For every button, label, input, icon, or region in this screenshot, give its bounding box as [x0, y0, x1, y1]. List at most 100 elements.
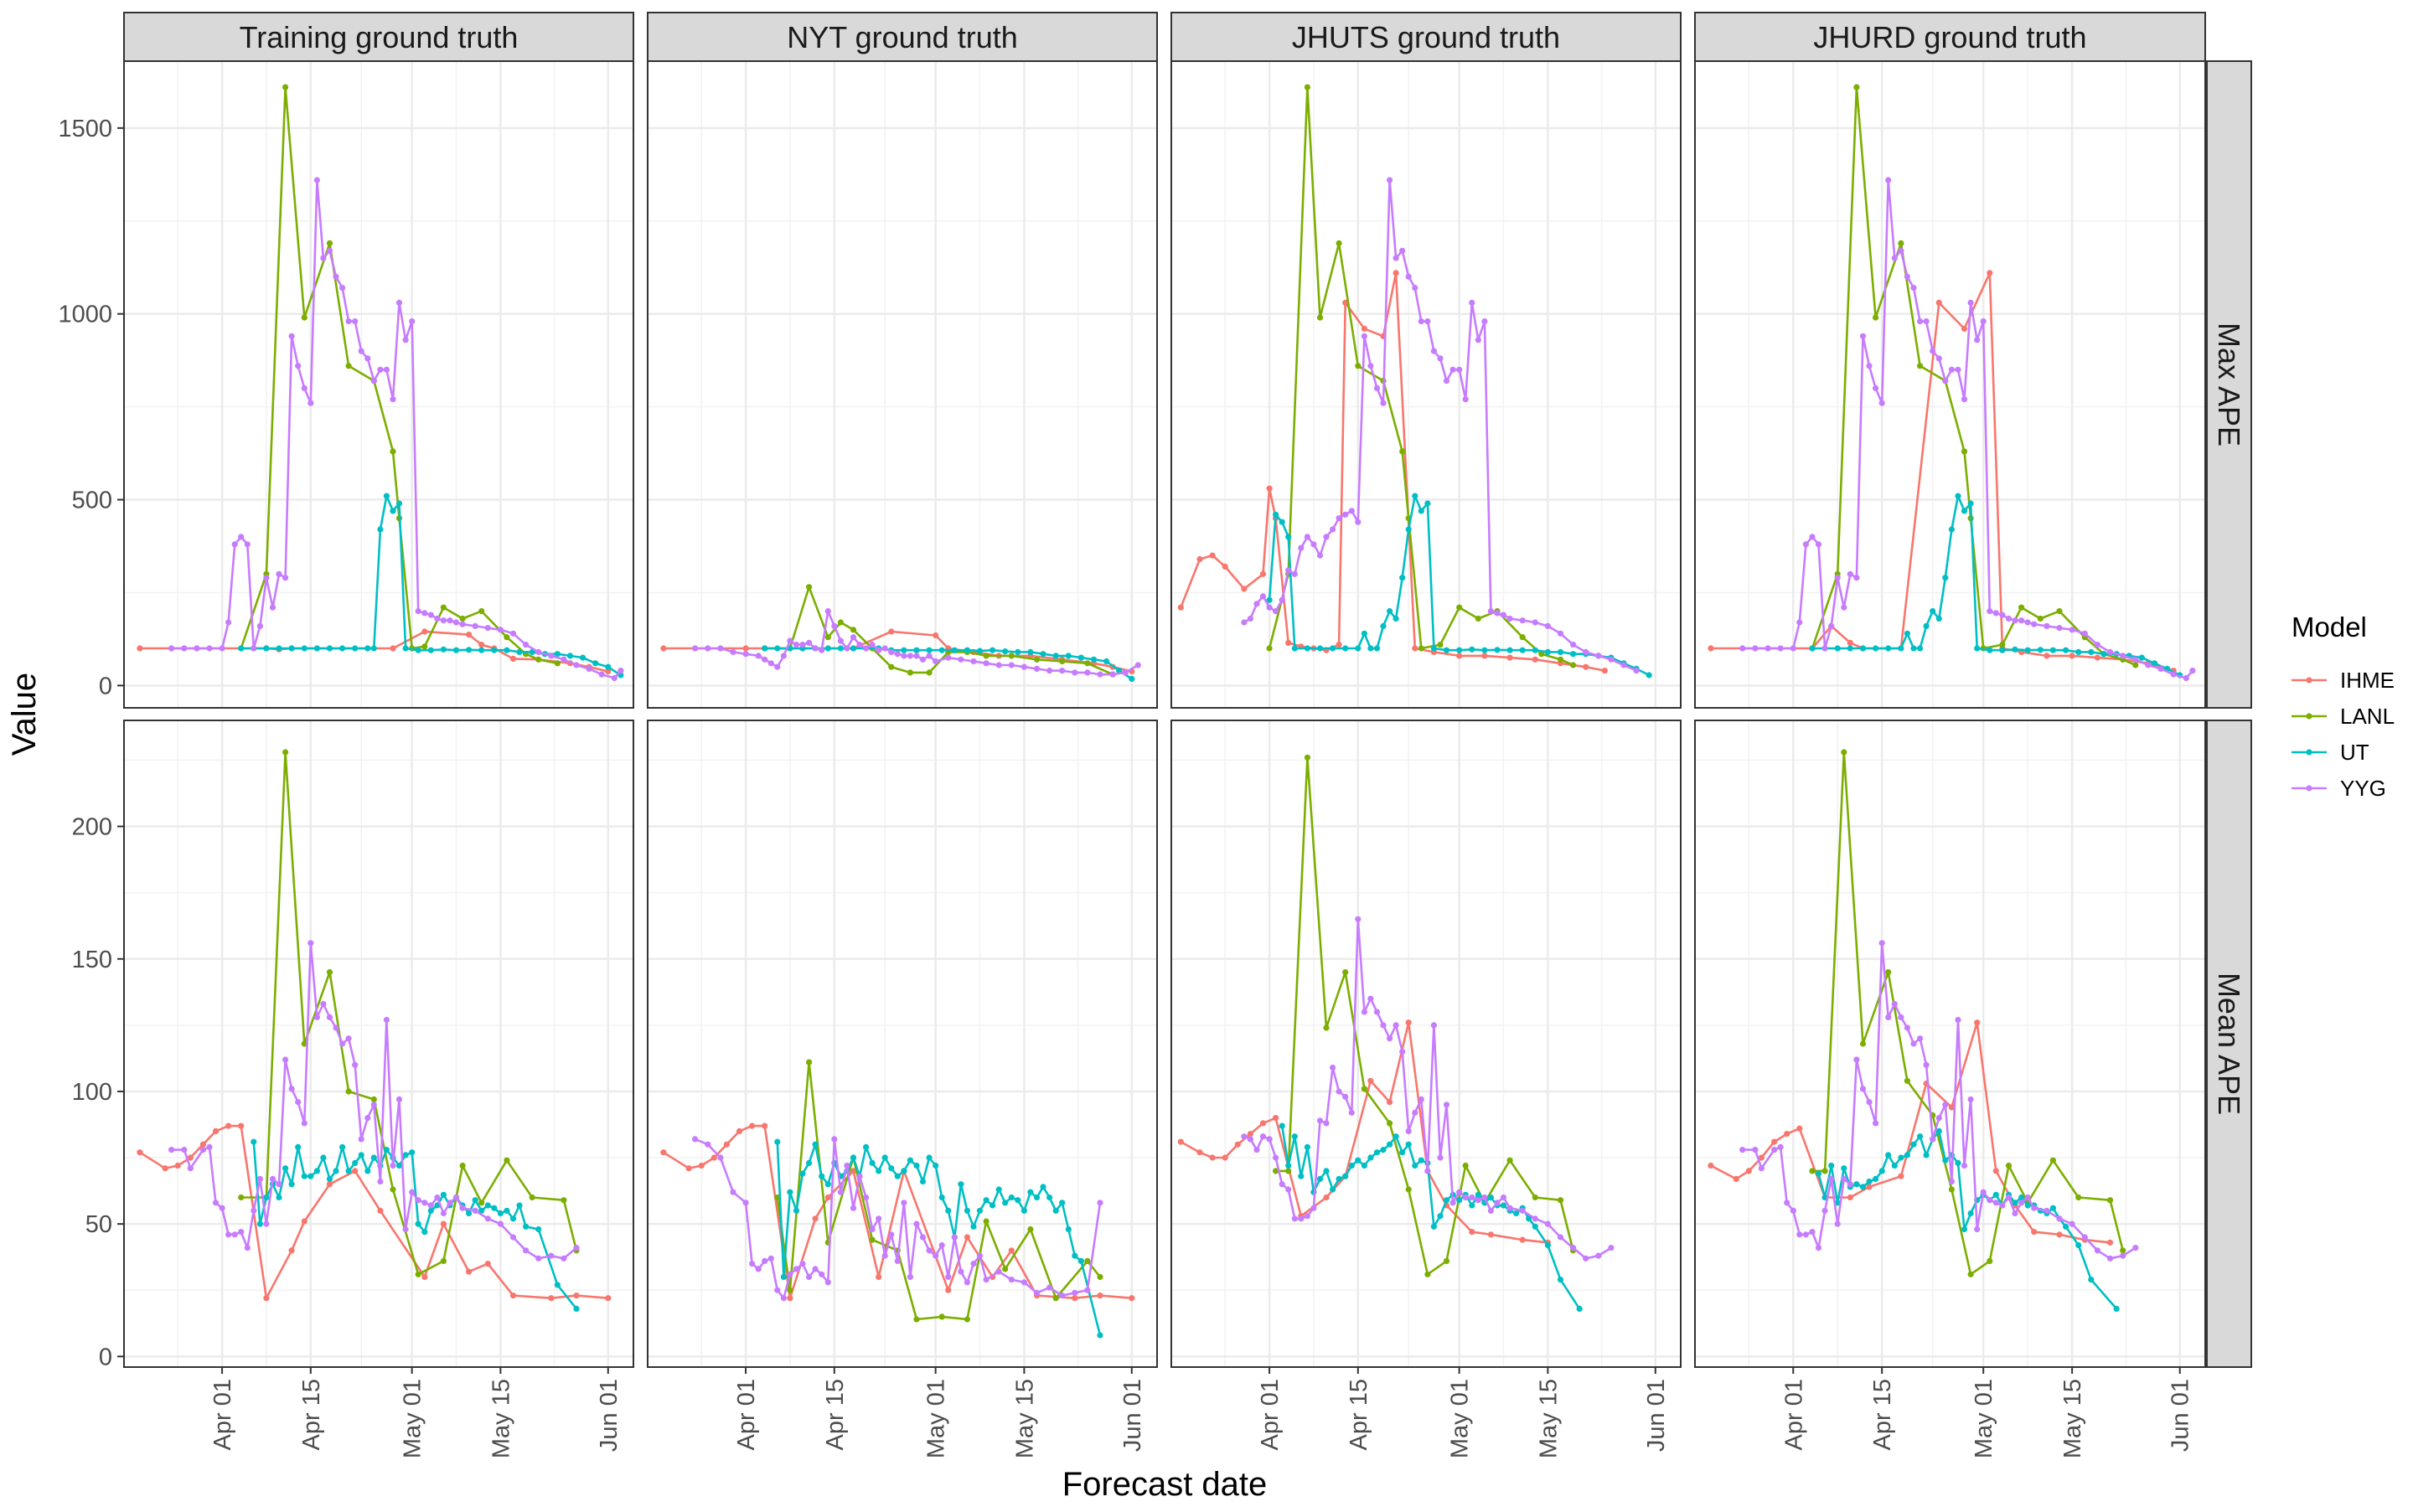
- data-point-yyg: [358, 1136, 364, 1143]
- data-point-yyg: [1355, 916, 1362, 922]
- data-point-ut: [1935, 1128, 1942, 1134]
- data-point-yyg: [995, 662, 1002, 668]
- data-point-ut: [326, 1175, 333, 1182]
- y-tick-label: 200: [72, 814, 112, 841]
- data-point-ut: [395, 500, 403, 507]
- x-tick-label: Apr 15: [1869, 1379, 1896, 1450]
- data-point-lanl: [459, 615, 466, 622]
- data-point-ut: [573, 1305, 580, 1312]
- data-point-yyg: [1418, 1096, 1424, 1102]
- data-point-yyg: [1336, 1088, 1342, 1095]
- x-tick-label: Apr 01: [209, 1379, 236, 1450]
- data-point-yyg: [364, 355, 371, 362]
- legend-label-ut: UT: [2340, 740, 2369, 765]
- data-point-ut: [1304, 645, 1310, 652]
- data-point-ihme: [1898, 1173, 1904, 1179]
- data-point-yyg: [881, 645, 888, 652]
- data-point-yyg: [1487, 608, 1494, 615]
- x-tick-label: Jun 01: [2168, 1379, 2194, 1452]
- data-point-lanl: [938, 1313, 945, 1320]
- data-point-yyg: [869, 1226, 876, 1233]
- data-point-yyg: [459, 1205, 466, 1211]
- data-point-ut: [390, 508, 396, 514]
- data-point-ut: [472, 1197, 478, 1204]
- data-point-ut: [377, 526, 384, 533]
- data-point-ihme: [888, 628, 895, 635]
- data-point-lanl: [390, 1186, 396, 1193]
- data-point-yyg: [345, 1035, 352, 1042]
- data-point-yyg: [390, 396, 396, 403]
- data-point-yyg: [219, 645, 225, 652]
- data-point-yyg: [409, 318, 416, 325]
- data-point-yyg: [1298, 1215, 1305, 1222]
- data-point-yyg: [1456, 1189, 1463, 1195]
- data-point-yyg: [561, 656, 567, 663]
- y-tick-label: 1500: [58, 116, 112, 142]
- data-point-ihme: [1393, 270, 1399, 276]
- x-tick-label: Apr 01: [1780, 1379, 1807, 1450]
- data-point-ut: [1526, 1215, 1532, 1222]
- data-point-yyg: [1097, 671, 1103, 678]
- data-point-yyg: [787, 1271, 793, 1277]
- y-tick-label: 50: [85, 1211, 112, 1238]
- data-point-ut: [333, 1168, 339, 1174]
- data-point-yyg: [219, 1205, 225, 1211]
- data-point-ihme: [238, 1122, 245, 1129]
- data-point-ut: [566, 653, 574, 659]
- data-point-ihme: [1708, 1162, 1714, 1169]
- data-point-yyg: [459, 621, 466, 627]
- data-point-yyg: [1475, 337, 1481, 343]
- data-point-ut: [1380, 622, 1387, 630]
- data-point-yyg: [244, 1245, 251, 1251]
- data-point-ut: [1027, 1189, 1034, 1195]
- data-point-ut: [238, 645, 245, 652]
- data-point-yyg: [1847, 570, 1853, 577]
- data-point-ut: [554, 651, 561, 658]
- data-point-yyg: [2005, 1194, 2013, 1201]
- data-point-ut: [2075, 1241, 2082, 1249]
- data-point-yyg: [730, 648, 736, 656]
- data-point-yyg: [1834, 1220, 1841, 1227]
- data-point-ut: [780, 1273, 788, 1280]
- data-point-lanl: [806, 1059, 813, 1066]
- data-point-yyg: [2145, 662, 2152, 668]
- data-point-yyg: [168, 1147, 175, 1153]
- data-point-ihme: [548, 1295, 555, 1302]
- data-point-yyg: [767, 1255, 774, 1262]
- data-point-yyg: [913, 653, 920, 659]
- data-point-lanl: [1475, 615, 1481, 622]
- data-point-yyg: [377, 366, 384, 373]
- data-point-yyg: [958, 1268, 964, 1275]
- data-point-lanl: [478, 608, 485, 615]
- data-point-yyg: [863, 645, 870, 652]
- data-point-lanl: [2106, 1197, 2114, 1204]
- data-point-ut: [1885, 645, 1892, 652]
- data-point-ihme: [1601, 668, 1608, 674]
- data-point-yyg: [1815, 1245, 1822, 1251]
- data-point-ut: [1020, 1207, 1027, 1214]
- data-point-yyg: [1481, 318, 1488, 325]
- data-point-yyg: [1323, 534, 1330, 540]
- data-point-yyg: [573, 662, 580, 668]
- data-point-yyg: [269, 604, 276, 611]
- data-point-ihme: [1784, 1131, 1790, 1138]
- data-point-ut: [888, 1165, 895, 1172]
- panel-border: [123, 60, 634, 709]
- data-point-ut: [1853, 1181, 1860, 1188]
- data-point-yyg: [497, 1220, 504, 1227]
- data-point-ut: [1809, 645, 1816, 652]
- series-line-lanl: [1268, 85, 1574, 667]
- data-point-yyg: [1273, 608, 1279, 615]
- data-point-yyg: [2018, 1200, 2025, 1206]
- data-point-yyg: [1380, 400, 1387, 406]
- data-point-yyg: [1342, 1093, 1349, 1100]
- data-point-yyg: [1273, 1154, 1279, 1161]
- data-point-ut: [1992, 1191, 1999, 1198]
- data-point-yyg: [1399, 247, 1406, 254]
- data-point-yyg: [276, 1181, 282, 1188]
- data-point-ut: [402, 645, 409, 652]
- data-point-ut: [2113, 1305, 2120, 1312]
- data-point-yyg: [812, 1266, 819, 1272]
- data-point-yyg: [1859, 333, 1867, 339]
- data-point-ihme: [573, 1293, 580, 1299]
